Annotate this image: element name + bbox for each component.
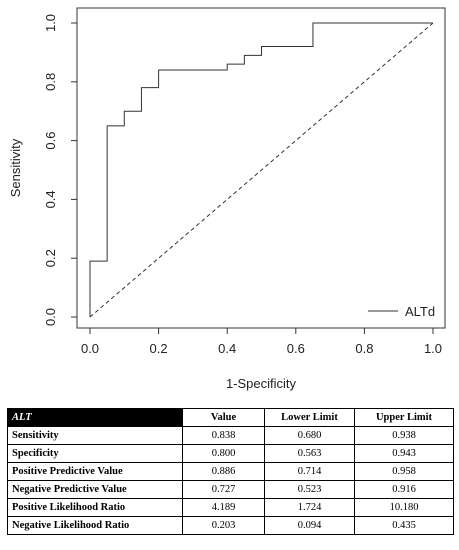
- cell-value: 0.727: [182, 480, 265, 499]
- header-alt: ALT: [7, 408, 183, 427]
- cell-upper: 0.435: [354, 516, 454, 535]
- cell-value: 0.203: [182, 516, 265, 535]
- x-tick-label: 0.6: [287, 341, 305, 356]
- x-axis-title: 1-Specificity: [226, 376, 297, 391]
- x-axis: 0.0 0.2 0.4 0.6 0.8 1.0: [81, 328, 442, 356]
- row-label: Sensitivity: [7, 426, 183, 445]
- header-lower-limit: Lower Limit: [264, 408, 355, 427]
- y-axis-title: Sensitivity: [8, 138, 23, 197]
- cell-lower: 0.714: [264, 462, 355, 481]
- cell-lower: 1.724: [264, 498, 355, 517]
- y-tick-label: 0.4: [43, 190, 58, 208]
- header-upper-limit: Upper Limit: [354, 408, 454, 427]
- y-tick-label: 0.0: [43, 308, 58, 326]
- table-row: Positive Predictive Value 0.886 0.714 0.…: [7, 462, 454, 481]
- table-row: Specificity 0.800 0.563 0.943: [7, 444, 454, 463]
- y-tick-label: 0.6: [43, 132, 58, 150]
- row-label: Negative Predictive Value: [7, 480, 183, 499]
- x-tick-label: 1.0: [424, 341, 442, 356]
- cell-value: 0.800: [182, 444, 265, 463]
- y-tick-label: 0.2: [43, 249, 58, 267]
- x-tick-label: 0.0: [81, 341, 99, 356]
- cell-lower: 0.094: [264, 516, 355, 535]
- cell-upper: 0.916: [354, 480, 454, 499]
- y-tick-label: 0.8: [43, 73, 58, 91]
- cell-upper: 0.938: [354, 426, 454, 445]
- cell-value: 0.886: [182, 462, 265, 481]
- cell-upper: 10.180: [354, 498, 454, 517]
- table-header-row: ALT Value Lower Limit Upper Limit: [7, 408, 454, 427]
- y-axis: 0.0 0.2 0.4 0.6 0.8 1.0: [43, 14, 77, 326]
- table-row: Negative Likelihood Ratio 0.203 0.094 0.…: [7, 516, 454, 535]
- metrics-table: ALT Value Lower Limit Upper Limit Sensit…: [7, 408, 454, 535]
- table-row: Positive Likelihood Ratio 4.189 1.724 10…: [7, 498, 454, 517]
- x-tick-label: 0.4: [218, 341, 236, 356]
- cell-upper: 0.958: [354, 462, 454, 481]
- row-label: Positive Likelihood Ratio: [7, 498, 183, 517]
- row-label: Positive Predictive Value: [7, 462, 183, 481]
- row-label: Specificity: [7, 444, 183, 463]
- series-layer: [89, 22, 433, 317]
- y-tick-label: 1.0: [43, 14, 58, 32]
- legend: ALTd: [357, 297, 443, 325]
- cell-lower: 0.523: [264, 480, 355, 499]
- table-row: Negative Predictive Value 0.727 0.523 0.…: [7, 480, 454, 499]
- table-row: Sensitivity 0.838 0.680 0.938: [7, 426, 454, 445]
- x-tick-label: 0.2: [150, 341, 168, 356]
- plot-frame: [76, 7, 446, 329]
- cell-value: 4.189: [182, 498, 265, 517]
- cell-value: 0.838: [182, 426, 265, 445]
- cell-lower: 0.680: [264, 426, 355, 445]
- row-label: Negative Likelihood Ratio: [7, 516, 183, 535]
- reference-diagonal: [89, 22, 434, 318]
- roc-chart: 0.0 0.2 0.4 0.6 0.8 1.0 0.0 0.2 0.4 0.6 0.8 1.0 1-…: [8, 7, 446, 391]
- header-value: Value: [182, 408, 265, 427]
- x-tick-label: 0.8: [355, 341, 373, 356]
- legend-label: ALTd: [405, 304, 435, 319]
- roc-curve-altd: [89, 22, 433, 317]
- cell-upper: 0.943: [354, 444, 454, 463]
- cell-lower: 0.563: [264, 444, 355, 463]
